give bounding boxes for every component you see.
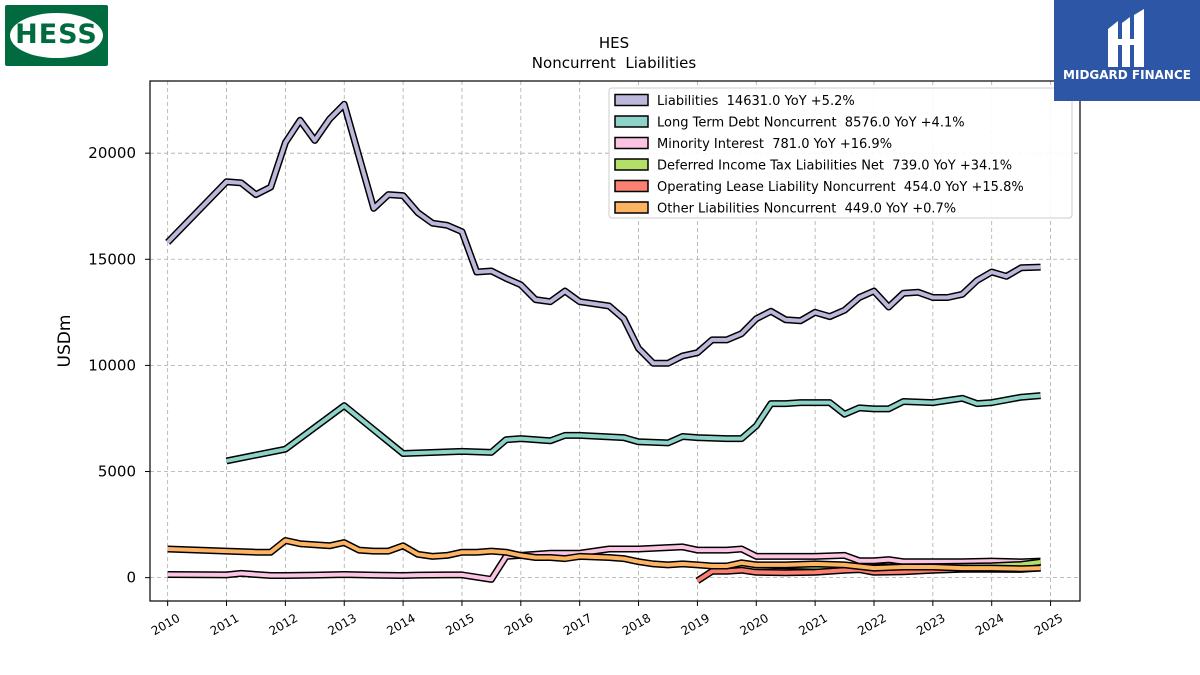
x-tick-label: 2012 (267, 611, 300, 638)
x-tick-label: 2015 (443, 611, 476, 638)
legend-entry: Deferred Income Tax Liabilities Net 739.… (657, 159, 1012, 174)
series-line-1 (225, 392, 1041, 465)
series-line-5 (167, 537, 1041, 573)
y-tick-label: 5000 (98, 463, 136, 481)
publisher-logo-text: MIDGARD FINANCE (1063, 68, 1191, 82)
y-tick-label: 15000 (88, 250, 136, 268)
legend-entry: Liabilities 14631.0 YoY +5.2% (657, 94, 855, 109)
legend-entry: Minority Interest 781.0 YoY +16.9% (657, 137, 892, 152)
x-tick-label: 2017 (561, 611, 594, 638)
legend-swatch (614, 201, 649, 214)
company-logo-text: HESS (15, 19, 98, 50)
y-tick-label: 20000 (88, 144, 136, 162)
x-tick-label: 2025 (1032, 611, 1065, 638)
x-tick-label: 2022 (855, 611, 888, 638)
x-tick-label: 2024 (973, 611, 1006, 638)
x-tick-label: 2016 (502, 611, 535, 638)
legend: Liabilities 14631.0 YoY +5.2% Long Term D… (608, 87, 1073, 219)
y-tick-label: 0 (126, 569, 136, 587)
chart-subtitle: Noncurrent Liabilities (532, 54, 697, 72)
midgard-mark-icon (1108, 9, 1144, 67)
legend-box (608, 87, 1073, 219)
legend-entry: Other Liabilities Noncurrent 449.0 YoY +… (657, 202, 956, 217)
x-tick-label: 2011 (208, 611, 241, 638)
midgard-logo-icon: MIDGARD FINANCE (1054, 0, 1200, 101)
chart-title: HES (599, 34, 629, 52)
x-tick-label: 2010 (149, 611, 182, 638)
series-outline (225, 392, 1041, 465)
legend-swatch (614, 158, 649, 171)
y-axis-ticks: 0 5000 10000 15000 20000 (88, 144, 150, 587)
x-tick-label: 2021 (796, 611, 829, 638)
series-line-0 (165, 100, 1041, 367)
legend-entry: Operating Lease Liability Noncurrent 454… (657, 180, 1024, 195)
legend-entry: Long Term Debt Noncurrent 8576.0 YoY +4.… (657, 116, 965, 131)
series-stroke (167, 544, 1041, 582)
series-stroke (167, 538, 1041, 571)
series-lines (165, 100, 1042, 584)
x-tick-label: 2018 (620, 611, 653, 638)
legend-swatch (614, 136, 649, 150)
x-tick-label: 2013 (326, 611, 359, 638)
x-tick-label: 2023 (914, 611, 947, 638)
hess-logo-icon: HESS (5, 5, 108, 66)
legend-swatch (614, 115, 649, 128)
x-tick-label: 2019 (679, 611, 712, 638)
x-tick-label: 2020 (738, 611, 771, 638)
y-axis-label: USDm (55, 315, 75, 368)
y-tick-label: 10000 (88, 356, 136, 374)
x-tick-label: 2014 (384, 611, 417, 638)
legend-swatch (614, 179, 649, 193)
series-stroke (166, 102, 1041, 366)
x-axis-ticks: 2010 2011 2012 2013 2014 2015 2016 2017 2018 2019… (149, 601, 1065, 638)
plot-frame (149, 80, 1081, 602)
series-line-2 (167, 543, 1041, 583)
legend-swatch (614, 93, 649, 107)
series-stroke (226, 393, 1041, 463)
